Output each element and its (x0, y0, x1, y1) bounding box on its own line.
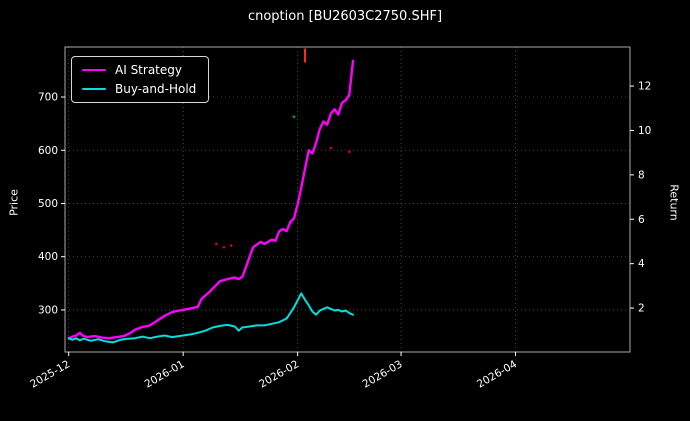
buy-and-hold-line (67, 292, 354, 344)
svg-text:8: 8 (638, 169, 645, 181)
svg-text:600: 600 (38, 145, 58, 157)
legend: AI Strategy Buy-and-Hold (71, 56, 210, 103)
y-axis-label-right: Return (667, 184, 681, 221)
y-axis-label-left: Price (7, 189, 21, 216)
svg-text:6: 6 (638, 214, 645, 226)
svg-text:2026-01: 2026-01 (143, 358, 187, 390)
svg-text:2025-12: 2025-12 (28, 358, 72, 390)
legend-label: AI Strategy (115, 63, 182, 77)
ai-strategy-line-swatch (82, 68, 106, 72)
y-right-tick-labels: 2 4 6 8 10 12 (630, 81, 651, 315)
svg-text:500: 500 (38, 198, 58, 210)
svg-text:10: 10 (638, 125, 651, 137)
ai-strategy-line (67, 59, 355, 340)
buy-and-hold-line-swatch (82, 87, 106, 91)
plot-frame (64, 46, 631, 353)
svg-text:2026-03: 2026-03 (361, 358, 405, 390)
svg-text:300: 300 (38, 304, 58, 316)
chart-title: cnoption [BU2603C2750.SHF] (247, 9, 443, 24)
svg-text:2: 2 (638, 303, 645, 315)
legend-item-ai-strategy: AI Strategy (82, 64, 196, 76)
svg-text:2026-04: 2026-04 (475, 358, 519, 390)
svg-text:2026-02: 2026-02 (257, 358, 301, 390)
svg-text:4: 4 (638, 258, 645, 270)
y-left-tick-labels: 300 400 500 600 700 (38, 92, 65, 316)
svg-text:400: 400 (38, 251, 58, 263)
legend-item-buy-and-hold: Buy-and-Hold (82, 83, 196, 95)
series-lines (67, 59, 355, 344)
legend-label: Buy-and-Hold (115, 82, 197, 96)
x-tick-labels: 2025-12 2026-01 2026-02 2026-03 2026-04 (28, 352, 519, 391)
scatter-points (215, 48, 351, 249)
svg-text:12: 12 (638, 81, 651, 93)
svg-text:700: 700 (38, 92, 58, 104)
